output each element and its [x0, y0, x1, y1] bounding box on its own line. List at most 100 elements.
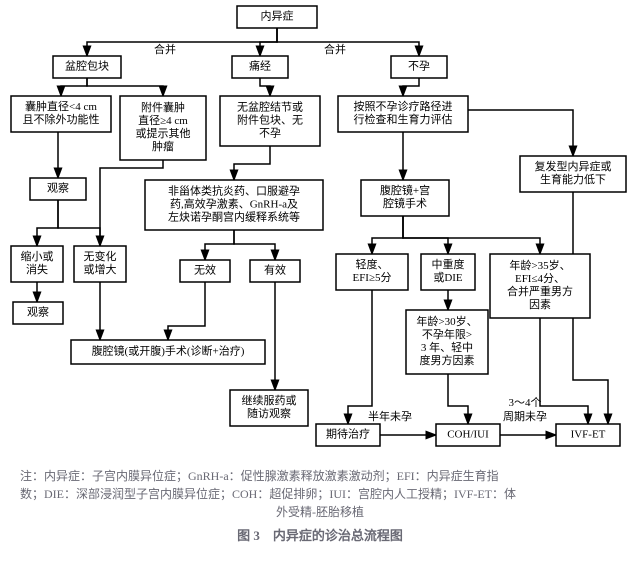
node-text: 不孕	[259, 127, 281, 140]
footnote-line: 外受精-胚胎移植	[276, 504, 364, 519]
node-text: 中重度	[432, 257, 465, 271]
node-text: 附件囊肿	[141, 100, 185, 114]
node-text: EFI≥5分	[352, 271, 391, 284]
footnote-line: 数；DIE：深部浸润型子宫内膜异位症；COH：超促排卵；IUI：宫腔内人工授精；…	[20, 486, 516, 501]
node-text: 且不除外功能性	[23, 112, 100, 126]
node-n24: 期待治疗	[316, 424, 380, 446]
edge	[448, 374, 468, 424]
edge	[348, 290, 372, 424]
node-text: 合并严重男方	[507, 284, 573, 298]
node-n11: 腹腔镜+宫腔镜手术	[361, 180, 449, 216]
node-text: 非甾体类抗炎药、口服避孕	[168, 184, 300, 198]
node-n23: 继续服药或随访观察	[230, 390, 308, 426]
node-text: 生育能力低下	[540, 172, 606, 186]
node-n4: 不孕	[391, 56, 447, 78]
node-text: 度男方因素	[420, 353, 475, 367]
node-text: 有效	[264, 263, 286, 277]
node-n12: 复发型内异症或生育能力低下	[520, 156, 626, 192]
node-n21: 腹腔镜(或开腹)手术(诊断+治疗)	[71, 340, 265, 364]
node-text: 痛经	[249, 59, 271, 73]
edge	[468, 110, 573, 156]
node-text: 缩小或	[21, 250, 54, 263]
node-text: 囊肿直径<4 cm	[25, 99, 97, 113]
edge	[37, 200, 58, 246]
node-text: 腔镜手术	[383, 196, 427, 210]
node-n10: 非甾体类抗炎药、口服避孕药,高效孕激素、GnRH-a及左炔诺孕酮宫内缓释系统等	[145, 180, 323, 230]
flowchart: 内异症盆腔包块痛经不孕囊肿直径<4 cm且不除外功能性附件囊肿直径≥4 cm或提…	[0, 0, 640, 575]
edge	[234, 230, 275, 260]
node-text: 盆腔包块	[65, 59, 109, 73]
node-n22: 年龄>30岁、不孕年限>3 年、轻中度男方因素	[406, 310, 488, 374]
node-text: 轻度、	[356, 257, 389, 271]
node-text: 观察	[47, 181, 69, 195]
node-n14: 无变化或增大	[74, 246, 126, 282]
edge	[277, 28, 419, 56]
edge	[403, 216, 540, 254]
node-n13: 缩小或消失	[11, 246, 63, 282]
node-text: 继续服药或	[242, 393, 297, 407]
node-n8: 按照不孕诊疗路径进行检查和生育力评估	[338, 96, 468, 132]
node-text: 内异症	[261, 9, 294, 23]
node-text: 左炔诺孕酮宫内缓释系统等	[168, 210, 300, 224]
node-text: EFI≤4分、	[515, 272, 565, 285]
node-n18: 中重度或DIE	[421, 254, 475, 290]
node-text: 随访观察	[247, 406, 291, 420]
edge	[168, 282, 205, 340]
node-text: 或DIE	[433, 271, 463, 284]
node-text: 不孕年限>	[422, 327, 472, 341]
node-text: 附件包块、无	[237, 113, 303, 127]
node-text: 或增大	[84, 262, 117, 276]
node-n3: 痛经	[232, 56, 288, 78]
node-text: 直径≥4 cm	[138, 113, 188, 127]
edge	[260, 78, 270, 96]
edge	[58, 200, 100, 246]
edge-label: 3～4个	[509, 396, 542, 409]
node-text: 年龄>30岁、	[416, 314, 477, 328]
node-text: 按照不孕诊疗路径进	[354, 99, 453, 113]
node-n16: 有效	[250, 260, 300, 282]
node-text: 不孕	[408, 60, 430, 73]
edge	[403, 78, 419, 96]
node-text: 无变化	[84, 249, 117, 263]
footnote-line: 注：内异症：子宫内膜异位症；GnRH-a：促性腺激素释放激素激动剂；EFI：内异…	[20, 468, 499, 483]
node-text: 腹腔镜(或开腹)手术(诊断+治疗)	[92, 344, 245, 358]
node-text: 期待治疗	[326, 427, 370, 441]
node-n26: IVF-ET	[556, 424, 620, 446]
node-n25: COH/IUI	[436, 424, 500, 446]
node-n6: 附件囊肿直径≥4 cm或提示其他肿瘤	[120, 96, 206, 160]
edge	[87, 78, 163, 96]
node-text: 腹腔镜+宫	[380, 183, 430, 197]
edge-label: 合并	[154, 42, 176, 56]
node-text: COH/IUI	[447, 429, 489, 441]
edge	[260, 28, 277, 56]
node-n19: 年龄>35岁、EFI≤4分、合并严重男方因素	[490, 254, 590, 318]
edge-label: 合并	[324, 42, 346, 56]
node-n1: 内异症	[237, 6, 317, 28]
edge	[87, 28, 277, 56]
node-text: IVF-ET	[571, 429, 606, 441]
edge	[61, 78, 87, 96]
node-text: 因素	[529, 298, 551, 311]
edge	[403, 216, 448, 254]
node-text: 无盆腔结节或	[237, 100, 303, 114]
node-n20: 观察	[13, 302, 63, 324]
node-text: 药,高效孕激素、GnRH-a及	[170, 197, 298, 211]
node-text: 无效	[194, 263, 216, 277]
edge-label: 周期未孕	[503, 410, 547, 423]
edge	[205, 230, 234, 260]
node-text: 年龄>35岁、	[509, 258, 570, 272]
edge	[540, 318, 588, 424]
edge	[372, 216, 403, 254]
node-text: 观察	[27, 305, 49, 319]
edge	[234, 146, 270, 180]
node-text: 行检查和生育力评估	[354, 112, 453, 126]
node-text: 肿瘤	[152, 139, 174, 153]
edge-label: 半年未孕	[368, 409, 412, 423]
node-n15: 无效	[180, 260, 230, 282]
node-text: 消失	[26, 262, 48, 276]
node-text: 或提示其他	[136, 127, 191, 140]
node-n2: 盆腔包块	[53, 56, 121, 78]
node-text: 3 年、轻中	[421, 340, 473, 354]
node-n5: 囊肿直径<4 cm且不除外功能性	[11, 96, 111, 132]
figure-caption: 图 3 内异症的诊治总流程图	[237, 528, 403, 543]
